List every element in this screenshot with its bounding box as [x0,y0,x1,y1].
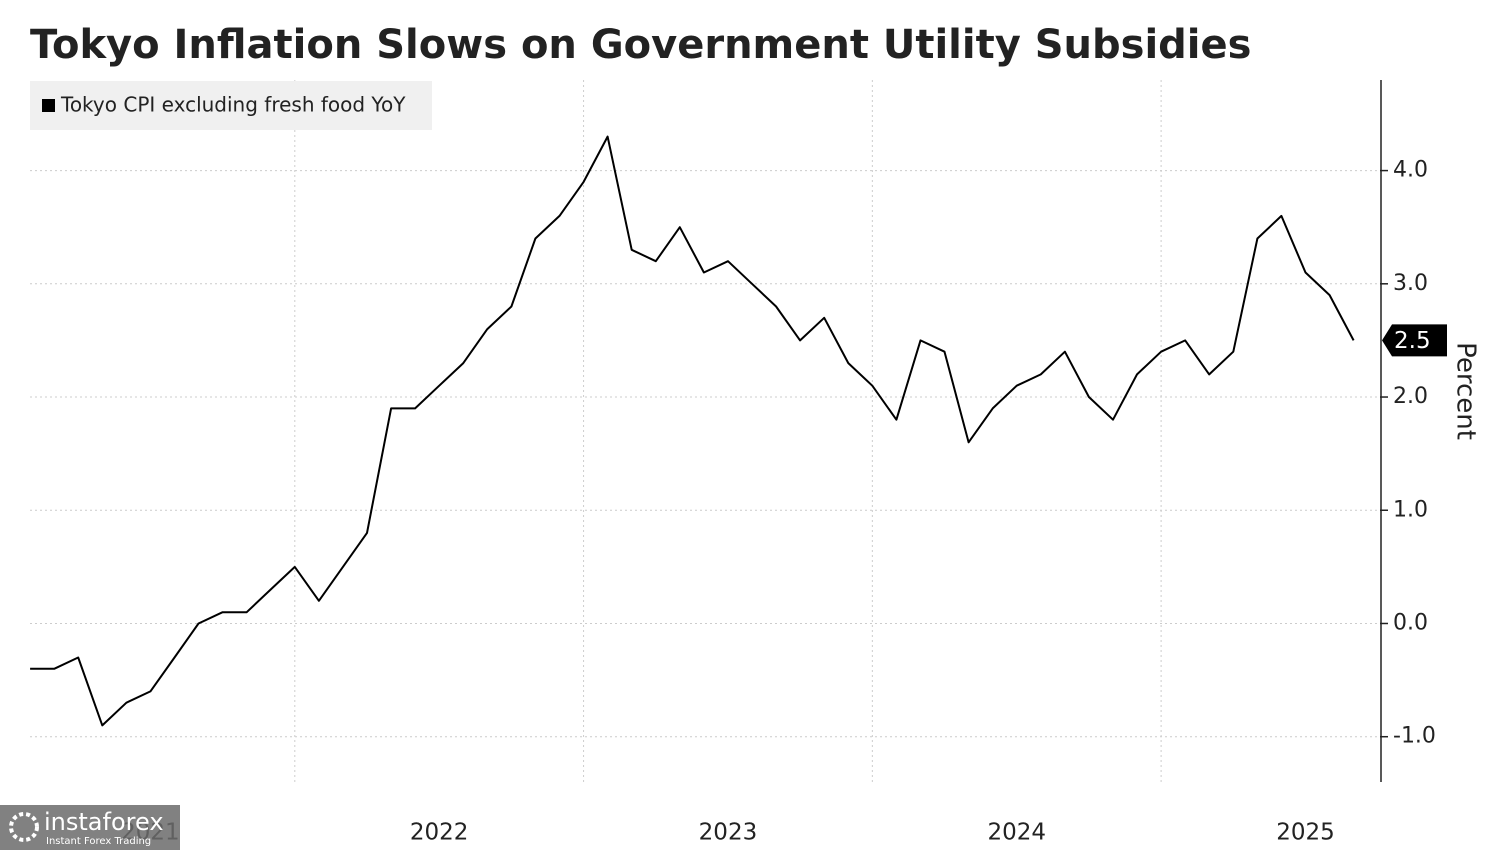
series-line [30,135,1355,727]
watermark-logo [9,812,39,842]
y-tick-label: 1.0 [1393,497,1428,522]
last-value-badge [1382,324,1447,357]
chart-title: Tokyo Inflation Slows on Government Util… [30,22,1251,68]
y-axis-title: Percent [1451,342,1481,440]
legend: Tokyo CPI excluding fresh food YoY [30,81,432,130]
y-tick-label: 0.0 [1393,610,1428,635]
legend-swatch [42,99,55,112]
x-tick-label: 2023 [699,820,758,846]
last-value-label: 2.5 [1394,328,1431,354]
y-tick-label: 4.0 [1393,158,1428,183]
y-tick-label: -1.0 [1393,724,1436,749]
y-tick-label: 3.0 [1393,271,1428,296]
legend-box [30,81,432,130]
x-tick-label: 2025 [1276,820,1335,846]
y-tick-label: 2.0 [1393,384,1428,409]
watermark-name: instaforex [44,808,164,836]
x-tick-label: 2024 [987,820,1046,846]
x-tick-label: 2022 [410,820,469,846]
watermark-bg [0,805,180,850]
watermark-tagline: Instant Forex Trading [46,836,151,847]
legend-label: Tokyo CPI excluding fresh food YoY [60,93,406,117]
